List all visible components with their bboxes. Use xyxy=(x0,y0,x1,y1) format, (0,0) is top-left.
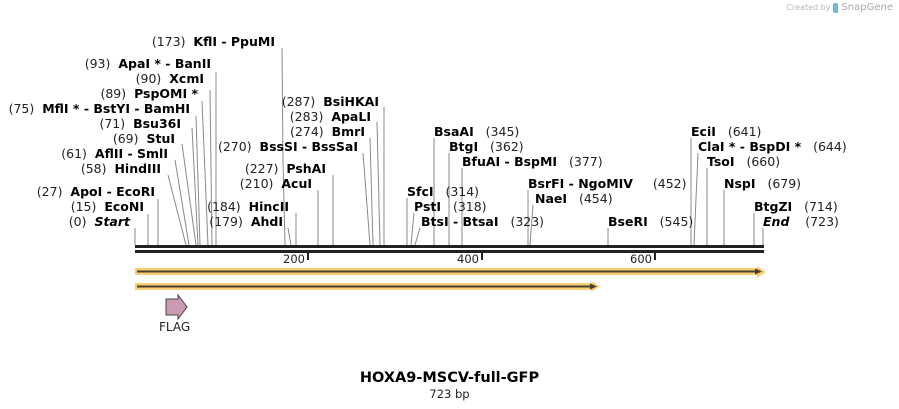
flag-feature-label: FLAG xyxy=(159,320,191,334)
site-label-aflii[interactable]: (61) AflII - SmlI xyxy=(61,146,168,161)
created-by-text: Created by xyxy=(786,3,831,12)
site-label-pspomi[interactable]: (89) PspOMI * xyxy=(100,86,198,101)
site-label-pshai[interactable]: (227) PshAI xyxy=(244,161,326,176)
site-label-bsssi[interactable]: (270) BssSI - BssSaI xyxy=(217,139,358,154)
ruler-tick-600 xyxy=(654,253,656,260)
site-label-sfci[interactable]: SfcI (314) xyxy=(407,184,480,199)
ruler-label-400: 400 xyxy=(457,252,479,266)
site-label-bsu36i[interactable]: (71) Bsu36I xyxy=(99,116,181,131)
site-label-kfli[interactable]: (173) KflI - PpuMI xyxy=(151,34,275,49)
site-label-bmri[interactable]: (274) BmrI xyxy=(290,124,365,139)
snapgene-logo-icon xyxy=(833,2,839,13)
site-label-ecii[interactable]: EciI (641) xyxy=(691,124,762,139)
site-label-hindiii[interactable]: (58) HindIII xyxy=(80,161,161,176)
ruler-tick-400 xyxy=(481,253,483,260)
site-label-end[interactable]: End (723) xyxy=(763,214,839,229)
orf-arrow-partial[interactable] xyxy=(135,281,600,292)
site-label-clai[interactable]: ClaI * - BspDI * (644) xyxy=(698,139,847,154)
backbone-top-strand xyxy=(135,245,764,248)
flag-feature-arrow[interactable] xyxy=(165,293,188,321)
site-label-naei[interactable]: NaeI (454) xyxy=(535,191,613,206)
site-label-mfli[interactable]: (75) MflI * - BstYI - BamHI xyxy=(8,101,190,116)
orf-arrow-full[interactable] xyxy=(135,266,766,278)
site-label-acui[interactable]: (210) AcuI xyxy=(239,176,312,191)
site-label-bsaai[interactable]: BsaAI (345) xyxy=(434,124,520,139)
snapgene-branding: Created by SnapGene xyxy=(786,2,893,13)
site-label-apali[interactable]: (283) ApaLI xyxy=(289,109,371,124)
backbone-bottom-strand xyxy=(135,250,764,253)
snapgene-text: SnapGene xyxy=(841,2,893,13)
ruler-label-200: 200 xyxy=(283,252,305,266)
site-label-xcmi[interactable]: (90) XcmI xyxy=(135,71,204,86)
site-label-bfuai[interactable]: BfuAI - BspMI (377) xyxy=(462,154,603,169)
site-label-hincii[interactable]: (184) HincII xyxy=(207,199,289,214)
site-label-bsrfi[interactable]: BsrFI - NgoMIV (452) xyxy=(528,176,687,191)
site-label-tsoi[interactable]: TsoI (660) xyxy=(707,154,781,169)
site-label-psti[interactable]: PstI (318) xyxy=(414,199,487,214)
ruler-tick-200 xyxy=(307,253,309,260)
site-label-btsi[interactable]: BtsI - BtsaI (323) xyxy=(421,214,545,229)
site-label-apai[interactable]: (93) ApaI * - BanII xyxy=(84,56,211,71)
site-label-bseri[interactable]: BseRI (545) xyxy=(608,214,694,229)
site-label-bsihkai[interactable]: (287) BsiHKAI xyxy=(281,94,379,109)
sequence-length: 723 bp xyxy=(429,387,470,401)
site-connector-lines xyxy=(134,47,764,246)
site-label-btgi[interactable]: BtgI (362) xyxy=(449,139,524,154)
site-label-ahdi[interactable]: (179) AhdI xyxy=(209,214,283,229)
site-label-nspi[interactable]: NspI (679) xyxy=(724,176,802,191)
ruler-label-600: 600 xyxy=(630,252,652,266)
sequence-title: HOXA9-MSCV-full-GFP xyxy=(359,370,540,386)
site-label-stui[interactable]: (69) StuI xyxy=(112,131,175,146)
site-label-start[interactable]: (0) Start xyxy=(68,214,130,229)
site-label-btgzi[interactable]: BtgZI (714) xyxy=(754,199,838,214)
site-label-econi[interactable]: (15) EcoNI xyxy=(70,199,144,214)
site-label-apoi[interactable]: (27) ApoI - EcoRI xyxy=(36,184,155,199)
